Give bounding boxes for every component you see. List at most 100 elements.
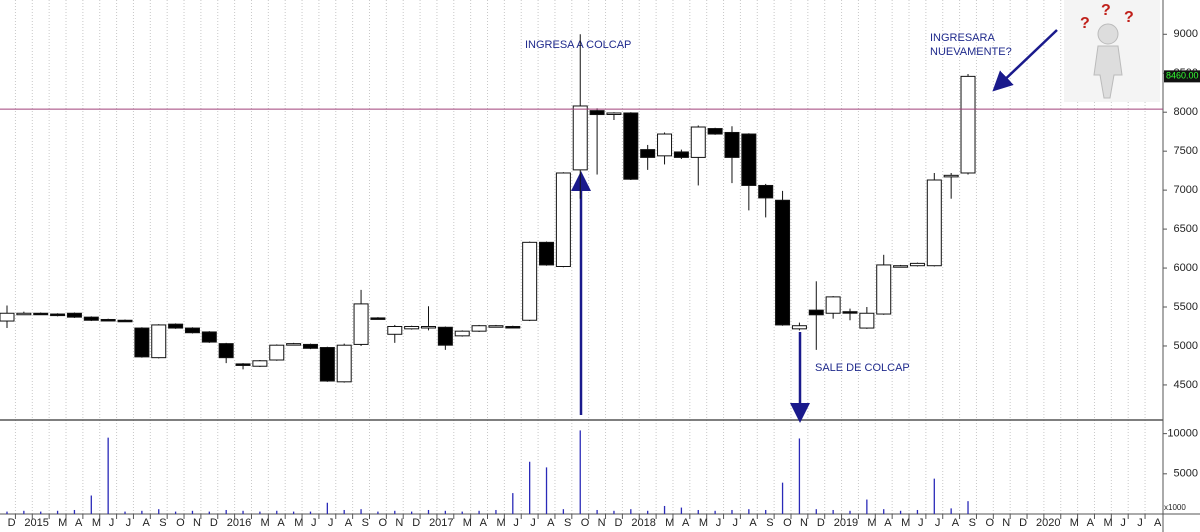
last-price-label: 8460.00 xyxy=(1166,71,1199,81)
candle-body xyxy=(488,325,504,328)
x-tick-label: J xyxy=(1137,517,1143,529)
candle-body xyxy=(184,327,200,334)
candle-body xyxy=(842,311,858,314)
x-tick-label: 2019 xyxy=(834,517,858,529)
candle-body xyxy=(286,343,302,346)
x-tick-label: O xyxy=(378,517,387,529)
candle-body xyxy=(353,303,369,345)
x-tick-label: D xyxy=(1019,517,1027,529)
candle-body xyxy=(319,347,335,382)
x-tick-label: N xyxy=(598,517,606,529)
svg-text:?: ? xyxy=(1101,2,1111,19)
x-tick-label: J xyxy=(311,517,317,529)
x-tick-label: A xyxy=(1087,517,1095,529)
x-tick-label: S xyxy=(362,517,369,529)
marks xyxy=(0,34,976,514)
y-tick-label: 6000 xyxy=(1174,262,1198,274)
annotation: INGRESARA xyxy=(930,32,995,44)
x-tick-label: 2015 xyxy=(24,517,48,529)
y-tick-label: 5500 xyxy=(1174,301,1198,313)
candle-body xyxy=(421,325,436,329)
candle-body xyxy=(168,323,184,329)
x-tick-label: S xyxy=(969,517,976,529)
x-tick-label: J xyxy=(1120,517,1126,529)
candle-body xyxy=(33,312,49,316)
candle-body xyxy=(791,325,807,330)
x-tick-label: A xyxy=(884,517,892,529)
candle-body xyxy=(690,126,706,158)
x-tick-label: J xyxy=(126,517,132,529)
x-tick-label: J xyxy=(935,517,941,529)
candle-body xyxy=(151,324,167,359)
candle-body xyxy=(909,262,925,267)
candle-body xyxy=(775,199,791,326)
candle-body xyxy=(370,317,386,320)
candle-body xyxy=(707,128,723,135)
x-tick-label: O xyxy=(985,517,994,529)
x-tick-label: M xyxy=(901,517,910,529)
x-tick-label: M xyxy=(1103,517,1112,529)
x-tick-label: D xyxy=(8,517,16,529)
x-tick-label: 2016 xyxy=(227,517,251,529)
annotation: NUEVAMENTE? xyxy=(930,46,1012,58)
x-tick-label: M xyxy=(58,517,67,529)
candle-body xyxy=(201,331,217,343)
candle-body xyxy=(859,312,875,329)
last-price-box xyxy=(1164,70,1200,83)
y-tick-label: 9000 xyxy=(1174,28,1198,40)
x-tick-label: M xyxy=(260,517,269,529)
candle-body xyxy=(404,325,420,330)
candle-body xyxy=(66,312,82,318)
x-tick-label: O xyxy=(783,517,792,529)
candle-body xyxy=(657,133,673,157)
candle-body xyxy=(943,174,959,178)
candle-body xyxy=(555,172,571,267)
candle-body xyxy=(387,325,403,335)
candle-body xyxy=(522,241,538,321)
candle-body xyxy=(724,131,740,158)
candle-body xyxy=(134,327,150,358)
candle-body xyxy=(50,313,66,317)
x-tick-label: M xyxy=(294,517,303,529)
x-tick-label: M xyxy=(497,517,506,529)
x-tick-label: J xyxy=(716,517,722,529)
y-tick-label: 7000 xyxy=(1174,184,1198,196)
candle-body xyxy=(539,241,555,266)
y-tick-label: 4500 xyxy=(1174,379,1198,391)
x-tick-label: A xyxy=(345,517,353,529)
x-tick-label: J xyxy=(513,517,519,529)
volume-unit: x1000 xyxy=(1164,503,1186,512)
x-tick-label: M xyxy=(699,517,708,529)
x-tick-label: N xyxy=(800,517,808,529)
candle-body xyxy=(235,363,251,366)
x-tick-label: S xyxy=(766,517,773,529)
candle-body xyxy=(0,312,15,322)
candle-body xyxy=(741,133,757,186)
x-tick-label: N xyxy=(193,517,201,529)
candle-body xyxy=(336,344,352,383)
x-tick-label: A xyxy=(1154,517,1162,529)
candle-body xyxy=(218,343,234,359)
annotation: SALE DE COLCAP xyxy=(815,362,910,374)
x-tick-label: M xyxy=(463,517,472,529)
x-tick-label: N xyxy=(1002,517,1010,529)
svg-text:?: ? xyxy=(1124,9,1134,26)
x-tick-label: J xyxy=(109,517,115,529)
candle-body xyxy=(623,112,639,180)
x-tick-label: J xyxy=(328,517,334,529)
candle-body xyxy=(589,110,605,116)
x-tick-label: S xyxy=(159,517,166,529)
candle-body xyxy=(252,360,268,367)
candle-body xyxy=(893,265,909,268)
x-tick-label: D xyxy=(817,517,825,529)
y-tick-label: 7500 xyxy=(1174,145,1198,157)
y-tick-label: 8000 xyxy=(1174,106,1198,118)
x-tick-label: A xyxy=(547,517,555,529)
candle-body xyxy=(302,343,318,349)
svg-text:?: ? xyxy=(1080,15,1090,32)
candle-body xyxy=(269,344,285,361)
x-tick-label: M xyxy=(665,517,674,529)
candle-body xyxy=(808,309,824,316)
x-tick-label: J xyxy=(733,517,739,529)
